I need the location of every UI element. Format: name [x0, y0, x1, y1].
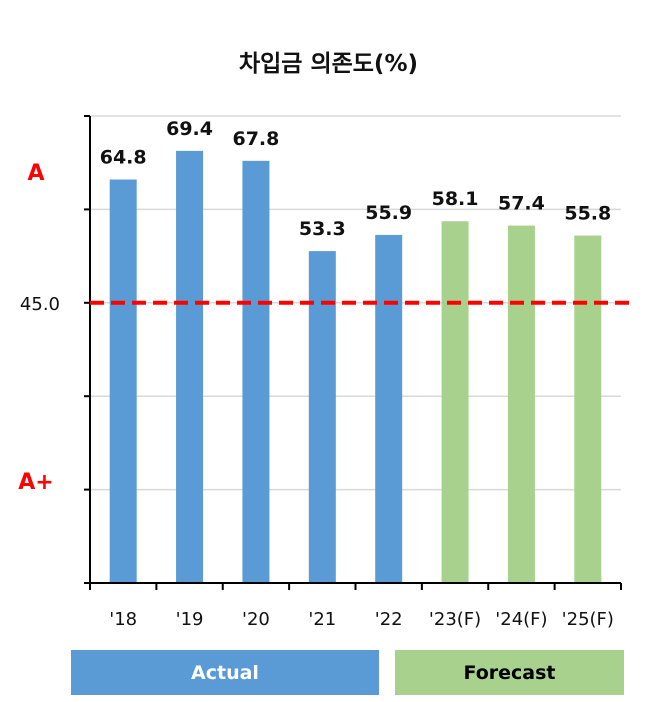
- data-label: 53.3: [299, 218, 346, 240]
- bar-actual: [176, 150, 204, 584]
- bar-actual: [242, 160, 270, 583]
- data-label: 55.9: [365, 202, 412, 224]
- bar-forecast: [507, 225, 535, 583]
- x-tick-label: '23(F): [429, 609, 481, 630]
- data-label: 58.1: [432, 188, 479, 210]
- legend-actual-label: Actual: [191, 661, 259, 684]
- x-tick-label: '20: [242, 609, 270, 630]
- bar-forecast: [441, 221, 469, 584]
- x-tick-label: '22: [375, 609, 403, 630]
- x-tick-label: '19: [176, 609, 204, 630]
- grade-label: A: [27, 161, 44, 186]
- bar-chart: 64.8 '18 69.4 '19 67.8 '20 53.3 '21 55.9 '22 58.1 '…: [18, 115, 632, 630]
- data-label: 64.8: [100, 147, 147, 169]
- bar-forecast: [574, 235, 602, 583]
- x-tick-label: '24(F): [495, 609, 547, 630]
- legend-actual: Actual: [71, 650, 379, 695]
- x-tick-label: '21: [308, 609, 336, 630]
- data-label: 67.8: [232, 128, 279, 150]
- chart-title: 차입금 의존도(%): [238, 51, 419, 77]
- bar-actual: [308, 251, 336, 584]
- data-label: 57.4: [498, 193, 545, 215]
- data-label: 55.8: [564, 203, 611, 225]
- bar-actual: [109, 179, 137, 583]
- threshold-label: 45.0: [20, 294, 60, 315]
- x-tick-label: '18: [109, 609, 137, 630]
- bar-actual: [375, 234, 403, 584]
- legend-forecast-label: Forecast: [463, 661, 556, 684]
- grade-label: A+: [18, 470, 53, 495]
- legend-forecast: Forecast: [395, 650, 624, 695]
- x-tick-label: '25(F): [562, 609, 614, 630]
- data-label: 69.4: [166, 118, 213, 140]
